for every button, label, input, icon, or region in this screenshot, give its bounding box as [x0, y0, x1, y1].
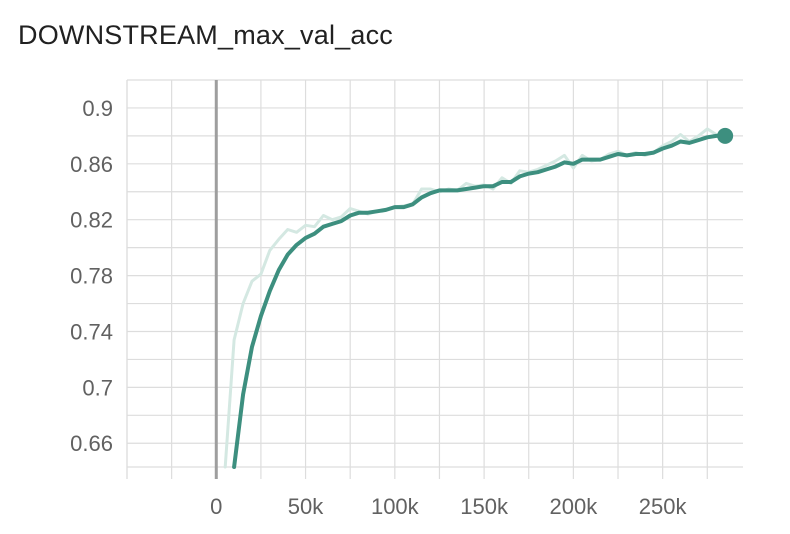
y-tick-label: 0.9 [82, 96, 113, 121]
x-tick-label: 200k [550, 494, 599, 519]
last-point-marker[interactable] [717, 127, 734, 144]
smoothed-series-line [232, 133, 728, 469]
x-tick-label: 0 [210, 494, 222, 519]
series-layer [223, 127, 734, 469]
y-tick-label: 0.7 [82, 375, 113, 400]
y-tick-label: 0.66 [70, 431, 113, 456]
x-tick-label: 50k [288, 494, 324, 519]
x-tick-label: 250k [639, 494, 688, 519]
grid-layer [126, 79, 743, 479]
tick-label-layer: 0.66 0.7 0.74 0.78 0.82 0.86 0.9 0 50k 100k 150k 20… [70, 96, 687, 519]
chart-title: DOWNSTREAM_max_val_acc [18, 20, 393, 50]
x-tick-label: 100k [371, 494, 420, 519]
y-tick-label: 0.82 [70, 208, 113, 233]
y-tick-label: 0.86 [70, 152, 113, 177]
y-tick-label: 0.78 [70, 264, 113, 289]
x-tick-label: 150k [460, 494, 509, 519]
raw-series-line [223, 127, 727, 469]
y-tick-label: 0.74 [70, 319, 113, 344]
